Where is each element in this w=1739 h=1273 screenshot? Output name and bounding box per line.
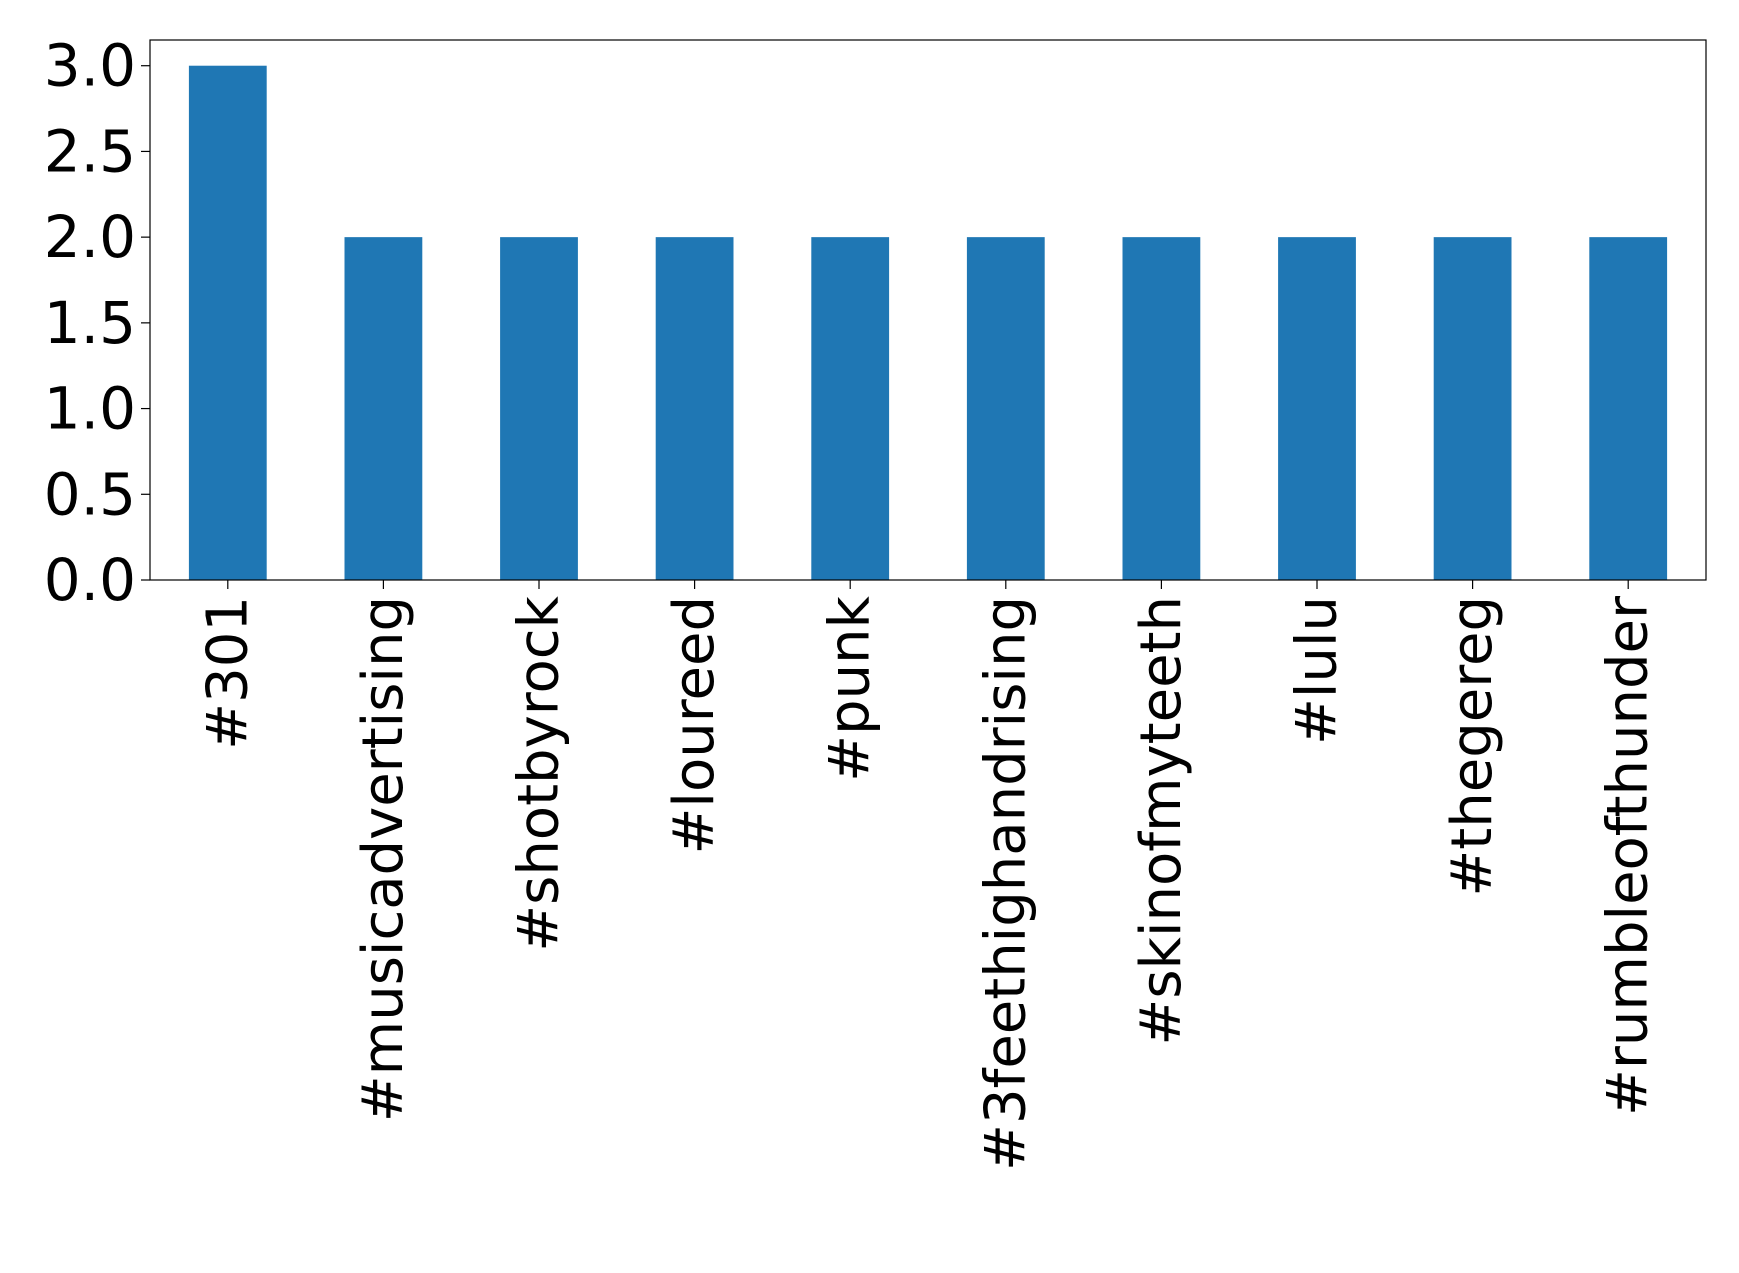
bar-6: [1122, 237, 1201, 580]
y-tick-label-0: 0.0: [44, 546, 136, 614]
x-tick-label-5: #3feethighandrising: [973, 596, 1038, 1171]
bar-2: [500, 237, 578, 580]
x-tick-label-6: #skinofmyteeth: [1129, 596, 1194, 1046]
bar-7: [1278, 237, 1356, 580]
axes-layer: [149, 39, 1707, 581]
bar-8: [1433, 237, 1512, 580]
bar-3: [655, 237, 734, 580]
bar-5: [966, 237, 1045, 580]
ticks-layer: 0.0 0.5 1.0 1.5 2.0 2.5 3.0 #301 #musicadvertisi…: [44, 32, 1661, 1171]
bar-1: [344, 237, 423, 580]
x-tick-label-2: #shotbyrock: [507, 595, 572, 951]
y-tick-label-3: 1.5: [44, 289, 136, 357]
bar-0: [188, 65, 267, 580]
bars-layer: [188, 65, 1668, 580]
x-tick-label-9: #rumbleofthunder: [1596, 595, 1661, 1116]
y-tick-label-5: 2.5: [44, 117, 136, 185]
x-tick-label-3: #loureed: [662, 596, 727, 854]
x-tick-label-4: #punk: [818, 595, 883, 781]
bar-9: [1589, 237, 1668, 580]
plot-frame: [149, 39, 1707, 581]
x-tick-label-8: #thegereg: [1440, 596, 1505, 897]
x-tick-label-1: #musicadvertising: [351, 596, 416, 1122]
y-tick-label-6: 3.0: [44, 32, 136, 100]
y-tick-label-2: 1.0: [44, 375, 136, 443]
y-tick-label-4: 2.0: [44, 203, 136, 271]
x-tick-label-0: #301: [195, 596, 260, 750]
y-tick-label-1: 0.5: [44, 460, 136, 528]
bar-4: [811, 237, 890, 580]
x-tick-label-7: #lulu: [1285, 596, 1350, 745]
